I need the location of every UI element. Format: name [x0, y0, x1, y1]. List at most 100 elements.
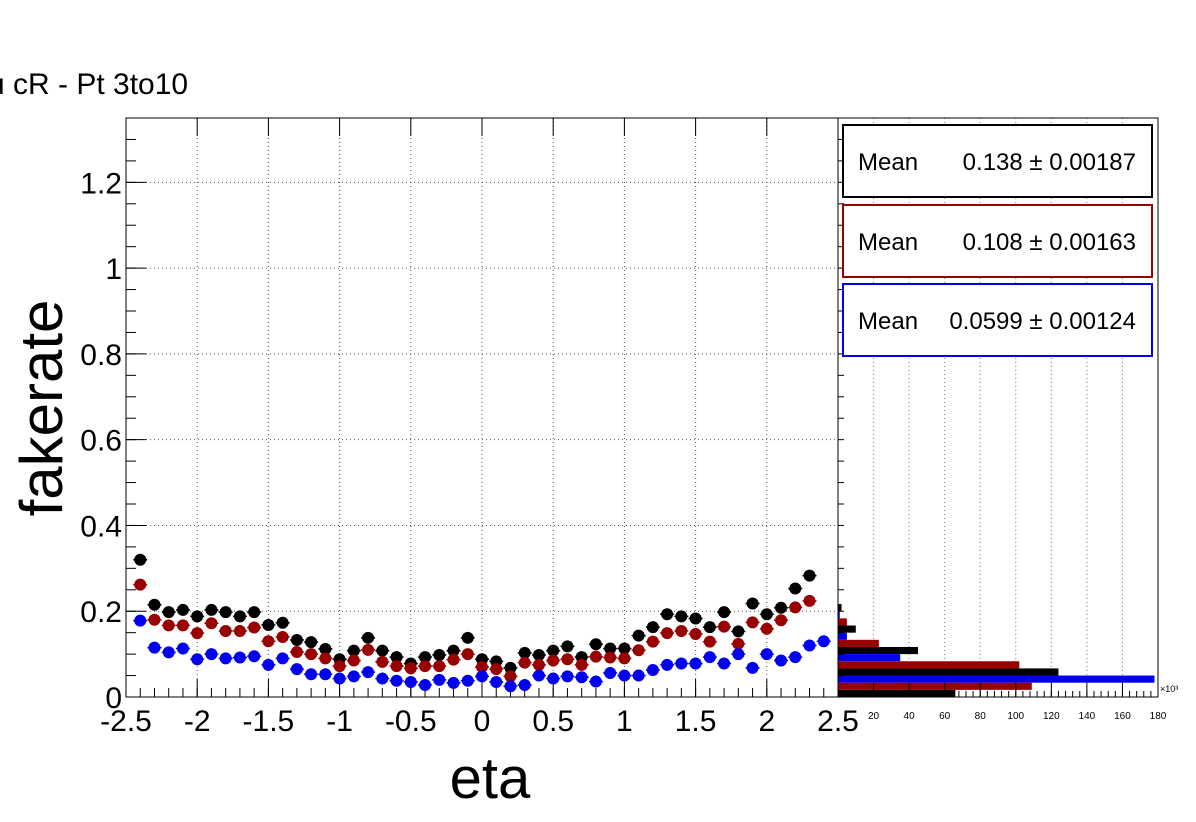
- data-point: [618, 652, 631, 665]
- data-point: [219, 606, 232, 619]
- data-point: [518, 646, 531, 659]
- data-point: [447, 653, 460, 666]
- x-tick-label: 0.5: [532, 705, 574, 738]
- data-point: [461, 674, 474, 687]
- data-point: [290, 645, 303, 658]
- data-point: [490, 663, 503, 676]
- data-point: [262, 658, 275, 671]
- data-point: [333, 672, 346, 685]
- data-point: [162, 646, 175, 659]
- data-point: [404, 662, 417, 675]
- data-point: [447, 644, 460, 657]
- side-x-tick-label: 40: [904, 711, 916, 722]
- side-bar: [838, 689, 956, 697]
- data-point: [276, 652, 289, 665]
- x-tick-label: -0.5: [385, 705, 437, 738]
- data-point: [817, 635, 830, 648]
- stats-box-label: Mean: [858, 308, 918, 335]
- data-point: [732, 625, 745, 638]
- data-point: [689, 627, 702, 640]
- data-point: [689, 612, 702, 625]
- data-point: [803, 594, 816, 607]
- data-point: [803, 569, 816, 582]
- data-point: [760, 622, 773, 635]
- side-bars: [838, 604, 1155, 697]
- side-plot-frame: [837, 117, 1159, 698]
- data-point: [461, 631, 474, 644]
- data-point: [561, 670, 574, 683]
- y-tick-label: 1: [105, 253, 122, 286]
- x-tick-label: 1: [616, 705, 633, 738]
- data-point: [233, 651, 246, 664]
- x-tick-label: -1: [326, 705, 353, 738]
- data-point: [419, 660, 432, 673]
- side-bar: [838, 668, 1059, 676]
- data-point: [589, 650, 602, 663]
- data-point: [547, 654, 560, 667]
- data-point: [547, 672, 560, 685]
- data-point: [433, 648, 446, 661]
- data-point: [319, 652, 332, 665]
- data-point: [148, 598, 161, 611]
- data-point: [176, 619, 189, 632]
- data-point: [134, 553, 147, 566]
- stats-box-1: Mean 0.108 ± 0.00163: [842, 204, 1153, 278]
- main-x-axis: -2.5 -2 -1.5 -1 -0.5 0 0.5 1 1.5 2 2.5: [100, 118, 859, 738]
- data-point: [604, 666, 617, 679]
- side-bar: [838, 661, 1020, 669]
- side-bar: [838, 646, 918, 655]
- data-point: [518, 678, 531, 691]
- data-point: [347, 644, 360, 657]
- data-point: [561, 653, 574, 666]
- data-point: [362, 666, 375, 679]
- data-point: [760, 648, 773, 661]
- side-x-tick-label: 120: [1043, 711, 1060, 722]
- data-point: [646, 621, 659, 634]
- data-point: [205, 603, 218, 616]
- data-point: [775, 654, 788, 667]
- x-tick-label: 1.5: [675, 705, 717, 738]
- side-x-tick-label: 60: [939, 711, 951, 722]
- data-point: [248, 621, 261, 634]
- data-point: [404, 675, 417, 688]
- data-point: [675, 657, 688, 670]
- data-point: [333, 660, 346, 673]
- data-point: [447, 676, 460, 689]
- data-point: [703, 635, 716, 648]
- data-point: [703, 621, 716, 634]
- main-data-points: [133, 553, 831, 693]
- x-axis-label: eta: [450, 746, 531, 811]
- data-point: [703, 651, 716, 664]
- side-bar: [838, 639, 879, 647]
- data-point: [532, 658, 545, 671]
- x-tick-label: 2.5: [817, 705, 859, 738]
- data-point: [433, 660, 446, 673]
- stats-box-0: Mean 0.138 ± 0.00187: [842, 124, 1153, 198]
- side-bar: [838, 618, 847, 626]
- data-point: [789, 601, 802, 614]
- data-point: [290, 633, 303, 646]
- data-point: [618, 642, 631, 655]
- data-point: [661, 658, 674, 671]
- data-point: [632, 629, 645, 642]
- side-x-tick-label: 20: [868, 711, 880, 722]
- side-x-tick-label: 160: [1114, 711, 1131, 722]
- data-point: [162, 619, 175, 632]
- side-x-tick-label: 100: [1007, 711, 1024, 722]
- data-point: [547, 644, 560, 657]
- data-point: [718, 657, 731, 670]
- data-point: [589, 675, 602, 688]
- data-point: [276, 616, 289, 629]
- data-point: [191, 610, 204, 623]
- data-point: [646, 635, 659, 648]
- data-point: [646, 663, 659, 676]
- x-tick-label: 2: [758, 705, 775, 738]
- data-point: [176, 642, 189, 655]
- data-point: [775, 601, 788, 614]
- side-x-tick-label: 180: [1150, 711, 1167, 722]
- data-point: [191, 653, 204, 666]
- data-point: [248, 606, 261, 619]
- data-point: [532, 648, 545, 661]
- data-point: [191, 627, 204, 640]
- data-point: [476, 670, 488, 683]
